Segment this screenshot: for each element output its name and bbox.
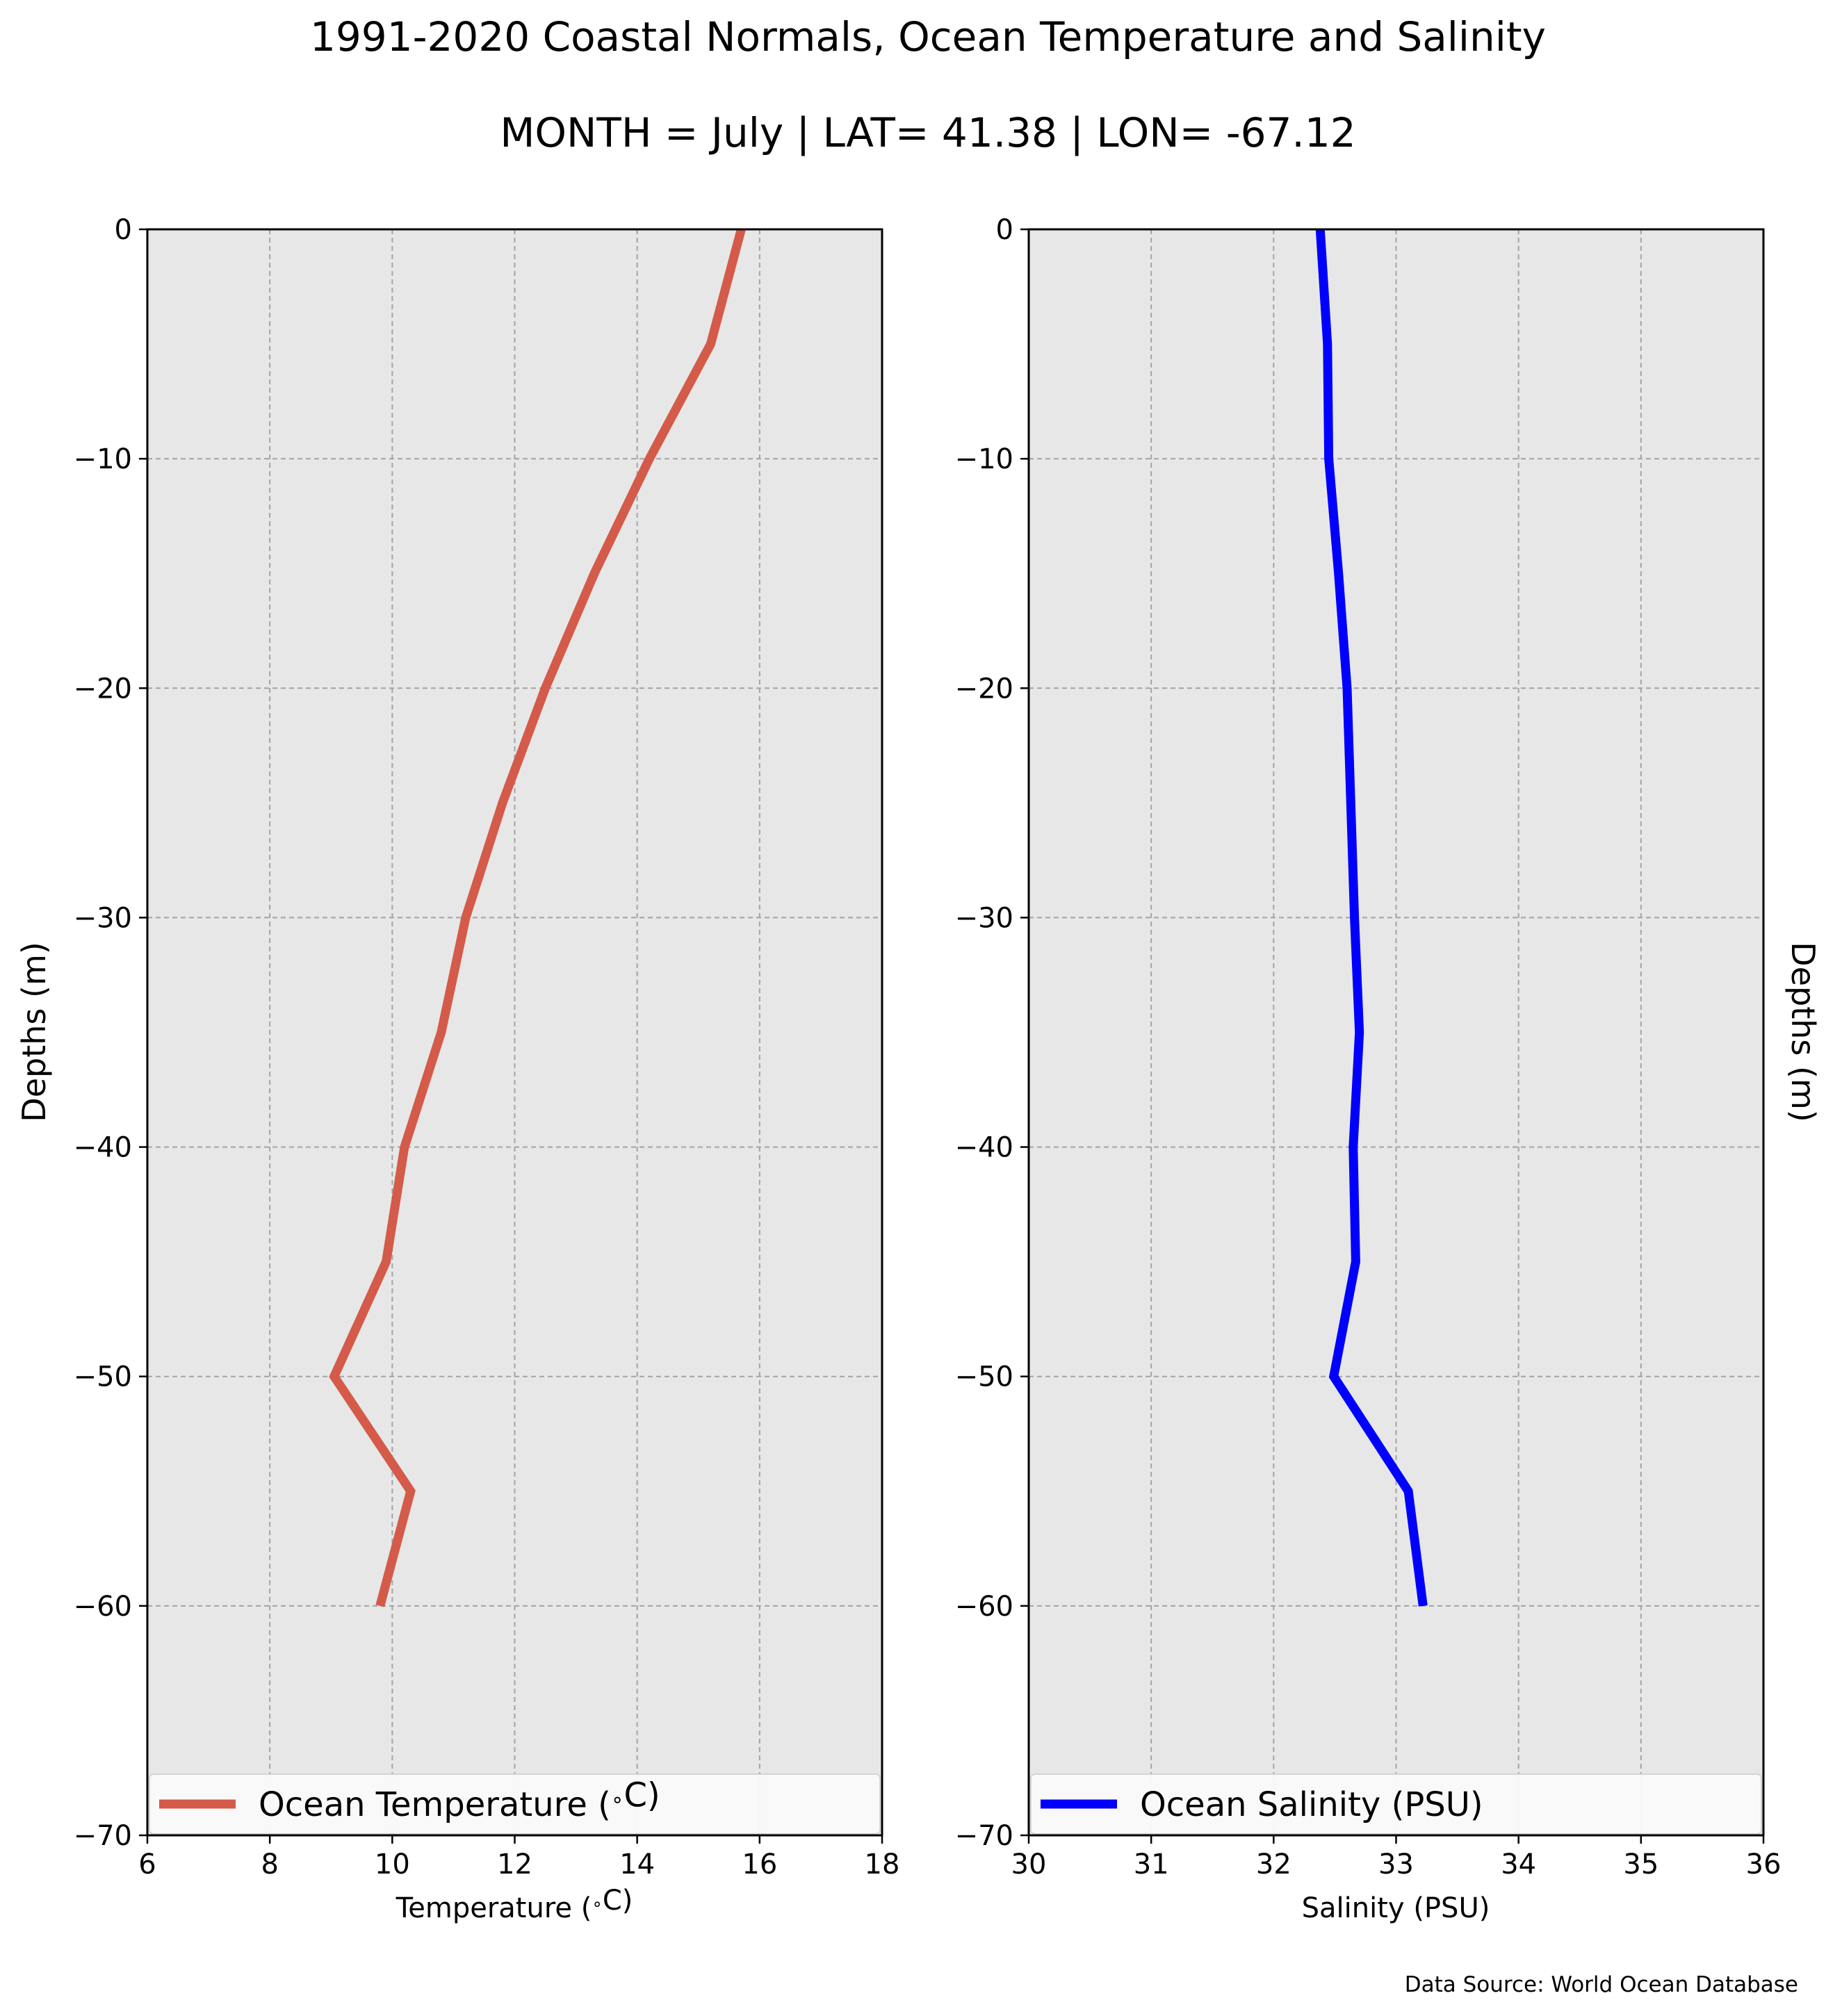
temperature-y-tick-label: −20 [74, 673, 132, 705]
salinity-x-tick-label: 31 [1134, 1849, 1169, 1880]
temperature-x-tick-label: 6 [138, 1849, 156, 1880]
salinity-y-tick-label: −50 [955, 1361, 1013, 1393]
salinity-y-tick-label: −10 [955, 443, 1013, 475]
salinity-y-tick-label: −30 [955, 902, 1013, 934]
salinity-x-tick-label: 30 [1011, 1849, 1047, 1880]
temperature-x-tick-label: 8 [261, 1849, 278, 1880]
temperature-y-tick-label: −10 [74, 443, 132, 475]
figure-subtitle: MONTH = July | LAT= 41.38 | LON= -67.12 [500, 109, 1355, 156]
temperature-x-tick-label: 16 [742, 1849, 777, 1880]
salinity-x-axis-label: Salinity (PSU) [1302, 1892, 1490, 1924]
salinity-panel: 30 31 32 33 34 35 36 0 −10 −20 −30 −40 −50 −60 −70 Oce… [955, 214, 1822, 1924]
figure-title: 1991-2020 Coastal Normals, Ocean Tempera… [310, 13, 1546, 60]
salinity-x-tick-label: 34 [1501, 1849, 1536, 1880]
temperature-x-tick-label: 14 [619, 1849, 655, 1880]
salinity-y-tick-label: −70 [955, 1820, 1013, 1852]
salinity-y-tick-label: 0 [996, 214, 1013, 246]
temperature-y-tick-label: −70 [74, 1820, 132, 1852]
salinity-y-tick-label: −20 [955, 673, 1013, 705]
temperature-y-axis-label: Depths (m) [15, 942, 53, 1122]
salinity-plot-frame [1027, 228, 1765, 1837]
temperature-x-axis-label: Temperature (∘C) [396, 1885, 633, 1924]
temperature-x-tick-label: 18 [865, 1849, 900, 1880]
temperature-y-tick-label: −50 [74, 1361, 132, 1393]
salinity-y-axis-label: Depths (m) [1784, 942, 1822, 1122]
salinity-x-tick-label: 35 [1623, 1849, 1658, 1880]
salinity-y-tick-label: −40 [955, 1132, 1013, 1164]
salinity-legend [1030, 1773, 1762, 1835]
salinity-x-tick-label: 36 [1746, 1849, 1782, 1880]
temperature-y-tick-label: −30 [74, 902, 132, 934]
temperature-y-tick-label: −40 [74, 1132, 132, 1164]
temperature-y-tick-label: 0 [115, 214, 132, 246]
salinity-legend-label: Ocean Salinity (PSU) [1140, 1785, 1483, 1824]
temperature-plot-frame [146, 228, 883, 1837]
salinity-y-tick-label: −60 [955, 1591, 1013, 1623]
salinity-x-tick-label: 33 [1378, 1849, 1414, 1880]
temperature-x-tick-label: 10 [375, 1849, 410, 1880]
temperature-panel: 6 8 10 12 14 16 180−10−20−30−40−50−60−70 Ocean… [15, 214, 899, 1924]
temperature-legend [149, 1773, 881, 1835]
data-source-note: Data Source: World Ocean Database [1405, 1972, 1798, 1997]
salinity-x-tick-label: 32 [1256, 1849, 1291, 1880]
temperature-x-tick-label: 12 [497, 1849, 532, 1880]
temperature-y-tick-label: −60 [74, 1591, 132, 1623]
